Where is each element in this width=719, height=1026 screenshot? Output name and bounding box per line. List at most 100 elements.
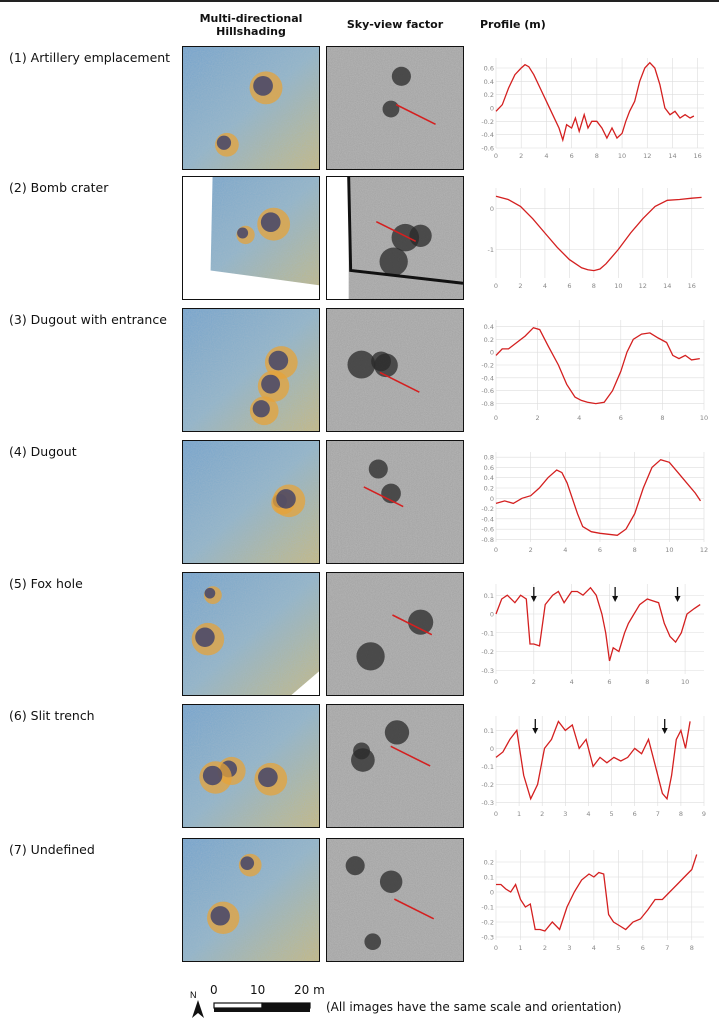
profile-chart: 0.10-0.1-0.2-0.30 1 2 3 4 5 6 7 8 9	[481, 716, 706, 818]
y-tick-label: 0.2	[484, 336, 494, 344]
x-tick-label: 0	[494, 152, 498, 160]
hillshade-image	[182, 176, 320, 300]
y-tick-label: -0.3	[481, 934, 494, 942]
x-tick-label: 10	[700, 414, 708, 422]
scale-tick-10: 10	[250, 983, 266, 997]
x-tick-label: 6	[598, 546, 602, 554]
x-tick-label: 4	[570, 678, 574, 686]
scale-tick-0: 0	[210, 983, 218, 997]
x-tick-label: 6	[567, 282, 571, 290]
column-heading-svf: Sky-view factor	[346, 18, 444, 31]
y-tick-label: 0.8	[484, 454, 494, 462]
scale-segment-1	[213, 1002, 263, 1009]
x-tick-label: 1	[518, 944, 522, 952]
sky-view-factor-image	[326, 440, 464, 564]
y-tick-label: -0.2	[481, 505, 494, 513]
y-tick-label: -0.6	[481, 526, 494, 534]
row-label: (4) Dugout	[9, 444, 77, 459]
x-tick-label: 8	[595, 152, 599, 160]
y-tick-label: -1	[488, 246, 494, 254]
scale-note: (All images have the same scale and orie…	[326, 1000, 622, 1014]
x-tick-label: 10	[614, 282, 622, 290]
x-tick-label: 8	[690, 944, 694, 952]
column-heading-hillshade-line1: Multi-directional	[199, 12, 303, 25]
profile-plot: 0.1 0 -0.1 -0.2 -0.3 0 1 2 3 4 5 6 7 8 9	[478, 712, 708, 820]
y-tick-label: 0.6	[484, 464, 494, 472]
x-tick-label: 2	[543, 944, 547, 952]
profile-chart: 0.40.20-0.2-0.4-0.6-0.80 2 4 6 8 10	[481, 320, 708, 422]
y-tick-label: -0.6	[481, 145, 494, 153]
y-tick-label: 0	[490, 349, 494, 357]
scale-bar: N	[180, 982, 330, 1022]
profile-plot: 0.8 0.6 0.4 0.2 0 -0.2 -0.4 -0.6 -0.8 0 2 4 6 8 10 12	[478, 448, 708, 556]
x-tick-label: 16	[688, 282, 696, 290]
y-tick-label: 0	[490, 889, 494, 897]
column-heading-hillshade: Multi-directional Hillshading	[182, 12, 320, 38]
north-label: N	[190, 990, 197, 1000]
profile-plot: 0.2 0.1 0 -0.1 -0.2 -0.3 0 1 2 3 4 5 6 7 8	[478, 846, 708, 954]
profile-line	[495, 458, 702, 536]
x-tick-label: 4	[544, 152, 548, 160]
profile-line	[495, 195, 702, 272]
y-tick-label: -0.2	[481, 118, 494, 126]
y-tick-label: -0.2	[481, 648, 494, 656]
y-tick-label: 0.1	[484, 592, 494, 600]
hillshade-image	[182, 440, 320, 564]
y-tick-label: -0.4	[481, 131, 494, 139]
x-tick-label: 3	[563, 810, 567, 818]
profile-line	[495, 61, 695, 143]
scale-bar-graphic: N	[190, 990, 311, 1018]
x-tick-label: 0	[494, 282, 498, 290]
x-tick-label: 0	[494, 546, 498, 554]
y-tick-label: -0.2	[481, 362, 494, 370]
x-tick-label: 0	[494, 414, 498, 422]
y-tick-label: -0.3	[481, 799, 494, 807]
y-tick-label: 0.1	[484, 874, 494, 882]
top-rule	[0, 0, 719, 2]
sky-view-factor-image	[326, 838, 464, 962]
profile-plot: 0 -1 0 2 4 6 8 10 12 14 16	[478, 184, 708, 292]
column-heading-profile: Profile (m)	[480, 18, 546, 31]
arrow-head-icon	[530, 596, 537, 602]
row-label: (5) Fox hole	[9, 576, 83, 591]
arrow-head-icon	[661, 728, 668, 734]
x-tick-label: 3	[567, 944, 571, 952]
x-tick-label: 7	[665, 944, 669, 952]
profile-plot: 0.6 0.4 0.2 0 -0.2 -0.4 -0.6 0 2 4 6 8 10 12 14 16	[478, 54, 708, 162]
profile-chart: 0.60.40.20-0.2-0.4-0.60 2 4 6 8 10 12 14 16	[481, 58, 704, 160]
x-tick-label: 8	[633, 546, 637, 554]
north-arrow-icon	[192, 1000, 204, 1018]
x-tick-label: 6	[607, 678, 611, 686]
y-tick-label: -0.3	[481, 667, 494, 675]
x-tick-label: 5	[609, 810, 613, 818]
x-tick-label: 10	[681, 678, 689, 686]
y-tick-label: 0	[490, 205, 494, 213]
row-label: (6) Slit trench	[9, 708, 95, 723]
y-tick-label: 0.2	[484, 859, 494, 867]
row-label: (7) Undefined	[9, 842, 95, 857]
x-tick-label: 4	[543, 282, 547, 290]
sky-view-factor-image	[326, 704, 464, 828]
x-tick-label: 4	[586, 810, 590, 818]
y-tick-label: -0.1	[481, 763, 494, 771]
x-tick-label: 7	[656, 810, 660, 818]
arrow-head-icon	[674, 596, 681, 602]
profile-chart: 0.10-0.1-0.2-0.30 2 4 6 8 10	[481, 584, 704, 686]
x-tick-label: 4	[577, 414, 581, 422]
row-label: (3) Dugout with entrance	[9, 312, 167, 327]
x-tick-label: 6	[570, 152, 574, 160]
y-tick-label: -0.2	[481, 781, 494, 789]
profile-plot: 0.4 0.2 0 -0.2 -0.4 -0.6 -0.8 0 2 4 6 8 10	[478, 316, 708, 424]
x-tick-label: 12	[643, 152, 651, 160]
y-tick-label: -0.8	[481, 536, 494, 544]
y-tick-label: 0.2	[484, 485, 494, 493]
x-tick-label: 16	[694, 152, 702, 160]
x-tick-label: 14	[663, 282, 671, 290]
profile-chart: 0.80.60.40.20-0.2-0.4-0.6-0.80 2 4 6 8 10 12	[481, 452, 708, 554]
hillshade-image	[182, 838, 320, 962]
x-tick-label: 8	[592, 282, 596, 290]
y-tick-label: 0.2	[484, 91, 494, 99]
profile-plot: 0.1 0 -0.1 -0.2 -0.3 0 2 4 6 8 10	[478, 580, 708, 688]
profile-chart: 0 -1 0 2 4 6 8 10 12 14 16	[488, 188, 704, 290]
arrow-head-icon	[532, 728, 539, 734]
